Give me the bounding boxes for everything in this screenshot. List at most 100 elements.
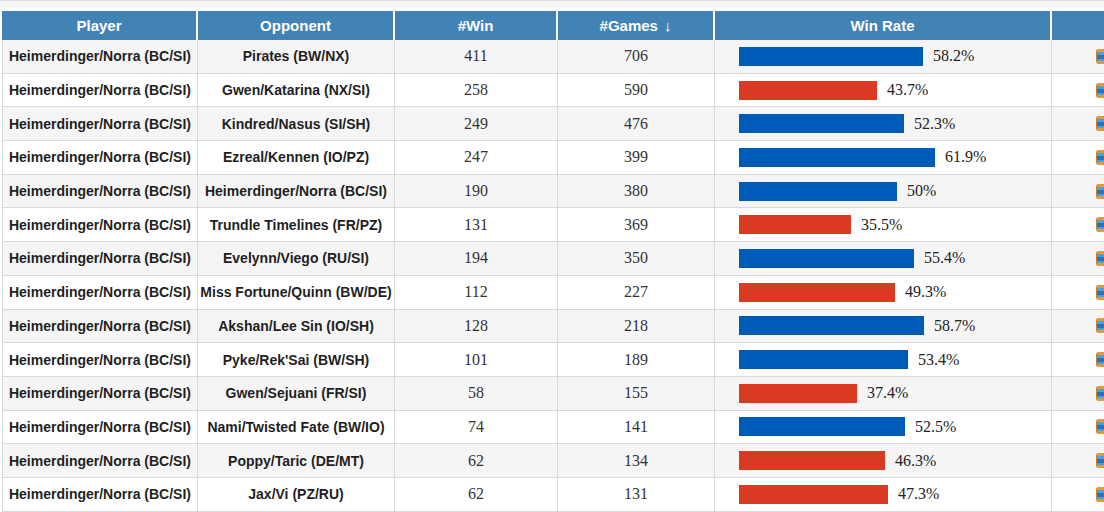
match-details-icon[interactable] <box>1096 116 1104 131</box>
player-name: Heimerdinger/Norra (BC/SI) <box>9 217 191 233</box>
match-details-icon[interactable] <box>1096 386 1104 401</box>
games-count: 227 <box>558 276 715 309</box>
win-rate-label: 47.3% <box>898 485 939 503</box>
win-rate-label: 58.7% <box>934 317 975 335</box>
games-count: 218 <box>558 310 715 343</box>
match-details-icon[interactable] <box>1096 285 1104 300</box>
win-rate-bar <box>739 316 924 335</box>
match-details-icon[interactable] <box>1096 150 1104 165</box>
match-details-icon[interactable] <box>1096 251 1104 266</box>
games-count: 189 <box>558 343 715 376</box>
win-count: 190 <box>395 175 558 208</box>
games-count: 476 <box>558 107 715 140</box>
win-count: 194 <box>395 242 558 275</box>
match-details-icon[interactable] <box>1096 217 1104 232</box>
table-row: Heimerdinger/Norra (BC/SI) Pyke/Rek'Sai … <box>2 343 1104 377</box>
column-header-win[interactable]: #Win <box>395 11 558 40</box>
match-details-icon[interactable] <box>1096 453 1104 468</box>
match-details-icon[interactable] <box>1096 419 1104 434</box>
table-row: Heimerdinger/Norra (BC/SI) Pirates (BW/N… <box>2 40 1104 74</box>
table-body: Heimerdinger/Norra (BC/SI) Pirates (BW/N… <box>2 40 1104 512</box>
table-row: Heimerdinger/Norra (BC/SI) Evelynn/Viego… <box>2 242 1104 276</box>
win-rate-label: 61.9% <box>945 148 986 166</box>
column-header-opponent[interactable]: Opponent <box>198 11 395 40</box>
win-rate-bar <box>739 148 935 167</box>
player-name: Heimerdinger/Norra (BC/SI) <box>9 149 191 165</box>
games-count: 131 <box>558 478 715 511</box>
opponent-name: Akshan/Lee Sin (IO/SH) <box>218 318 374 334</box>
games-count: 399 <box>558 141 715 174</box>
table-row: Heimerdinger/Norra (BC/SI) Trundle Timel… <box>2 208 1104 242</box>
opponent-name: Nami/Twisted Fate (BW/IO) <box>207 419 384 435</box>
games-count: 141 <box>558 411 715 444</box>
win-count: 58 <box>395 377 558 410</box>
table-row: Heimerdinger/Norra (BC/SI) Gwen/Sejuani … <box>2 377 1104 411</box>
player-name: Heimerdinger/Norra (BC/SI) <box>9 284 191 300</box>
opponent-name: Trundle Timelines (FR/PZ) <box>210 217 382 233</box>
match-details-icon[interactable] <box>1096 184 1104 199</box>
win-count: 128 <box>395 310 558 343</box>
opponent-name: Poppy/Taric (DE/MT) <box>228 453 364 469</box>
column-header-winrate[interactable]: Win Rate <box>715 11 1052 40</box>
table-row: Heimerdinger/Norra (BC/SI) Gwen/Katarina… <box>2 74 1104 108</box>
games-count: 350 <box>558 242 715 275</box>
table-row: Heimerdinger/Norra (BC/SI) Ezreal/Kennen… <box>2 141 1104 175</box>
games-count: 590 <box>558 74 715 107</box>
player-name: Heimerdinger/Norra (BC/SI) <box>9 352 191 368</box>
win-count: 74 <box>395 411 558 444</box>
player-name: Heimerdinger/Norra (BC/SI) <box>9 318 191 334</box>
match-details-icon[interactable] <box>1096 49 1104 64</box>
table-row: Heimerdinger/Norra (BC/SI) Akshan/Lee Si… <box>2 310 1104 344</box>
win-rate-label: 37.4% <box>867 384 908 402</box>
table-row: Heimerdinger/Norra (BC/SI) Heimerdinger/… <box>2 175 1104 209</box>
win-count: 62 <box>395 478 558 511</box>
win-rate-label: 49.3% <box>905 283 946 301</box>
table-row: Heimerdinger/Norra (BC/SI) Miss Fortune/… <box>2 276 1104 310</box>
win-rate-bar <box>739 384 857 403</box>
win-rate-bar <box>739 249 914 268</box>
sort-desc-icon: ↓ <box>664 17 672 34</box>
opponent-name: Jax/Vi (PZ/RU) <box>248 486 343 502</box>
games-count: 380 <box>558 175 715 208</box>
win-rate-label: 50% <box>907 182 936 200</box>
table-row: Heimerdinger/Norra (BC/SI) Jax/Vi (PZ/RU… <box>2 478 1104 512</box>
match-details-icon[interactable] <box>1096 83 1104 98</box>
match-details-icon[interactable] <box>1096 318 1104 333</box>
win-count: 62 <box>395 444 558 477</box>
top-strip <box>0 0 1104 8</box>
column-header-games[interactable]: #Games ↓ <box>558 11 715 40</box>
opponent-name: Gwen/Sejuani (FR/SI) <box>226 385 367 401</box>
opponent-name: Gwen/Katarina (NX/SI) <box>222 82 370 98</box>
win-rate-bar <box>739 81 877 100</box>
win-count: 411 <box>395 40 558 73</box>
opponent-name: Miss Fortune/Quinn (BW/DE) <box>200 284 391 300</box>
player-name: Heimerdinger/Norra (BC/SI) <box>9 82 191 98</box>
match-details-icon[interactable] <box>1096 487 1104 502</box>
table-row: Heimerdinger/Norra (BC/SI) Kindred/Nasus… <box>2 107 1104 141</box>
opponent-name: Pyke/Rek'Sai (BW/SH) <box>223 352 370 368</box>
win-count: 131 <box>395 208 558 241</box>
column-header-player[interactable]: Player <box>2 11 198 40</box>
win-rate-bar <box>739 47 923 66</box>
column-header-actions <box>1052 11 1104 40</box>
player-name: Heimerdinger/Norra (BC/SI) <box>9 453 191 469</box>
player-name: Heimerdinger/Norra (BC/SI) <box>9 250 191 266</box>
win-rate-label: 52.5% <box>915 418 956 436</box>
stats-table: Player Opponent #Win #Games ↓ Win Rate H… <box>2 11 1104 512</box>
win-rate-label: 52.3% <box>914 115 955 133</box>
win-rate-bar <box>739 283 895 302</box>
opponent-name: Evelynn/Viego (RU/SI) <box>223 250 369 266</box>
player-name: Heimerdinger/Norra (BC/SI) <box>9 116 191 132</box>
win-rate-bar <box>739 114 904 133</box>
games-count: 134 <box>558 444 715 477</box>
match-details-icon[interactable] <box>1096 352 1104 367</box>
win-rate-bar <box>739 182 897 201</box>
win-rate-label: 46.3% <box>895 452 936 470</box>
player-name: Heimerdinger/Norra (BC/SI) <box>9 486 191 502</box>
win-rate-label: 35.5% <box>861 216 902 234</box>
player-name: Heimerdinger/Norra (BC/SI) <box>9 183 191 199</box>
games-count: 155 <box>558 377 715 410</box>
player-name: Heimerdinger/Norra (BC/SI) <box>9 419 191 435</box>
win-count: 112 <box>395 276 558 309</box>
win-rate-bar <box>739 417 905 436</box>
